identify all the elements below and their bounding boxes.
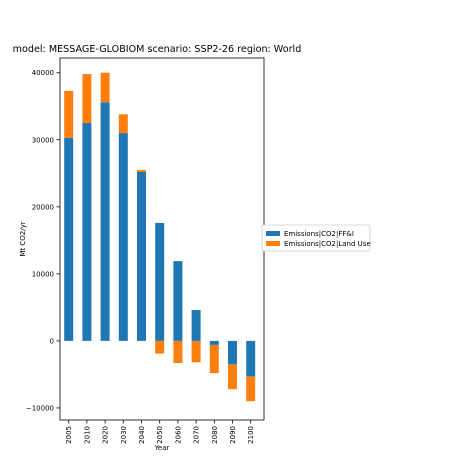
y-tick-label: 40000 xyxy=(32,69,54,77)
bar-land-use-2020 xyxy=(100,72,110,103)
x-tick-label: 2080 xyxy=(211,426,219,444)
y-tick-label: 10000 xyxy=(32,270,54,278)
bar-land-use-2010 xyxy=(82,74,92,124)
legend-label-ffi: Emissions|CO2|FF&I xyxy=(284,230,354,238)
x-tick-label: 2100 xyxy=(247,426,255,444)
bar-land-use-2070 xyxy=(191,340,201,363)
x-tick-label: 2090 xyxy=(229,426,237,444)
legend-swatch-land-use xyxy=(266,241,280,246)
plot-area: −10000 0 10000 20000 30000 40000 2005 2010 2020… xyxy=(26,57,265,444)
x-tick-label: 2060 xyxy=(174,426,182,444)
legend-label-land-use: Emissions|CO2|Land Use xyxy=(284,240,371,248)
bar-land-use-2090 xyxy=(228,364,237,390)
x-tick-label: 2050 xyxy=(156,426,164,444)
x-tick-label: 2070 xyxy=(193,426,201,444)
bars-group xyxy=(64,72,256,402)
bar-land-use-2100 xyxy=(246,376,256,402)
legend-swatch-ffi xyxy=(266,231,280,236)
bar-land-use-2060 xyxy=(173,340,183,364)
y-axis: −10000 0 10000 20000 30000 40000 xyxy=(26,69,60,412)
bar-ffi-2100 xyxy=(246,340,256,377)
bar-ffi-2020 xyxy=(100,102,110,341)
y-tick-label: 20000 xyxy=(32,203,54,211)
x-tick-label: 2010 xyxy=(83,426,91,444)
chart-title: model: MESSAGE-GLOBIOM scenario: SSP2-26… xyxy=(13,44,302,55)
y-tick-label: −10000 xyxy=(26,404,54,412)
x-tick-label: 2030 xyxy=(120,426,128,444)
bar-ffi-2050 xyxy=(155,222,165,341)
bar-land-use-2080 xyxy=(209,344,219,374)
bar-ffi-2010 xyxy=(82,123,92,341)
bar-land-use-2030 xyxy=(118,114,128,134)
bar-land-use-2050 xyxy=(155,340,165,354)
bar-ffi-2060 xyxy=(173,261,183,341)
legend: Emissions|CO2|FF&I Emissions|CO2|Land Us… xyxy=(261,224,371,252)
bar-land-use-2005 xyxy=(64,90,74,138)
bar-ffi-2090 xyxy=(228,340,237,365)
bar-ffi-2005 xyxy=(64,137,74,341)
bar-ffi-2040 xyxy=(137,171,146,341)
bar-ffi-2080 xyxy=(209,340,219,345)
bar-ffi-2070 xyxy=(191,310,201,341)
y-tick-label: 0 xyxy=(50,337,54,345)
y-axis-label: Mt CO2/yr xyxy=(19,221,27,256)
bar-ffi-2030 xyxy=(118,133,128,341)
y-tick-label: 30000 xyxy=(32,136,54,144)
x-axis: 2005 2010 2020 2030 2040 2050 2060 2070 2080 2090… xyxy=(65,420,255,444)
legend-frame xyxy=(261,224,371,252)
x-tick-label: 2005 xyxy=(65,426,73,444)
x-tick-label: 2020 xyxy=(102,426,110,444)
x-tick-label: 2040 xyxy=(138,426,146,444)
bar-land-use-2040 xyxy=(137,169,146,172)
x-axis-label: Year xyxy=(154,444,170,452)
